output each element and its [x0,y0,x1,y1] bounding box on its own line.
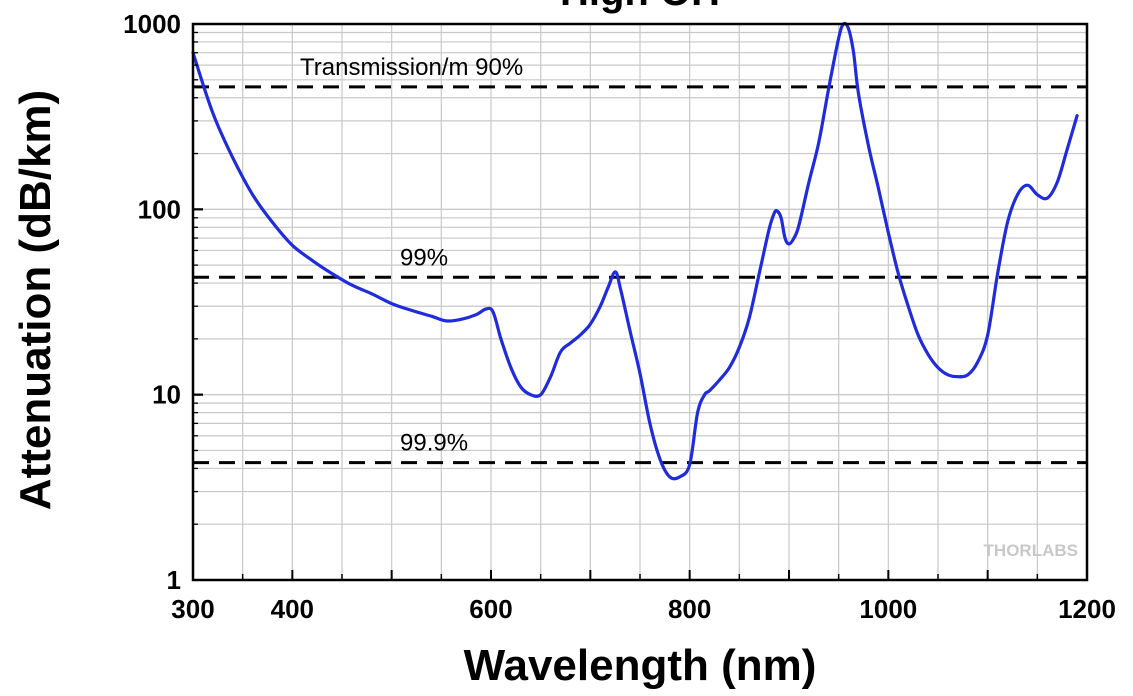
x-tick-label: 1000 [859,594,917,624]
attenuation-series-line [191,21,1079,481]
reference-lines: Transmission/m 90% 99% 99.9% [193,54,1087,465]
grid [192,23,1088,581]
x-tick-label: 300 [171,594,214,624]
x-tick-label: 800 [668,594,711,624]
chart-title: High OH [560,0,720,14]
thorlabs-watermark: THORLABS [984,541,1078,560]
y-axis-ticks: 1 10 100 1000 [123,9,203,595]
reference-line-label: 99% [400,244,448,271]
y-axis-title: Attenuation (dB/km) [11,90,60,510]
y-tick-label: 1000 [123,9,181,39]
x-tick-label: 400 [271,594,314,624]
y-tick-label: 100 [138,194,181,224]
reference-line-label: 99.9% [400,430,468,457]
y-tick-label: 1 [167,565,181,595]
x-axis-title: Wavelength (nm) [464,641,817,690]
x-axis-ticks: 300 400 600 800 1000 1200 [171,570,1116,624]
reference-line-label: Transmission/m 90% [300,54,523,81]
y-tick-label: 10 [152,380,181,410]
x-tick-label: 600 [469,594,512,624]
x-tick-label: 1200 [1058,594,1116,624]
